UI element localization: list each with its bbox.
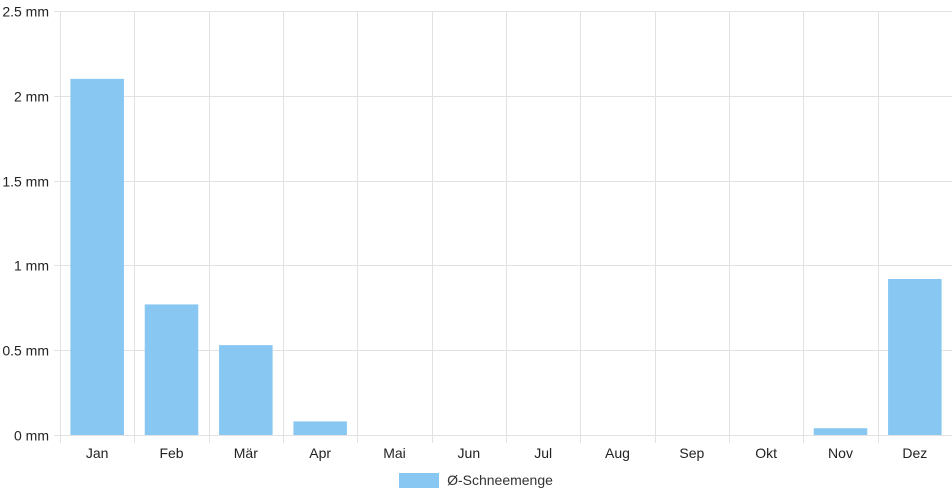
x-tick-label: Apr [309,445,331,461]
y-axis-ticks: 0 mm 0.5 mm 1 mm 1.5 mm 2 mm 2.5 mm [2,4,49,444]
y-tick-label: 2 mm [14,89,49,105]
y-tick-label: 1 mm [14,258,49,274]
x-tick-label: Okt [755,445,777,461]
legend[interactable]: Ø-Schneemenge [0,472,952,488]
x-tick-label: Aug [605,445,630,461]
y-tick-label: 0.5 mm [2,343,49,359]
grid [54,11,952,443]
bar-feb[interactable] [144,304,199,435]
bar-mär[interactable] [219,345,273,435]
x-tick-label: Sep [679,445,704,461]
bar-dez[interactable] [888,278,942,435]
x-tick-label: Jun [458,445,481,461]
y-tick-label: 2.5 mm [2,4,49,20]
x-tick-label: Dez [902,445,927,461]
x-tick-label: Mär [234,445,258,461]
x-tick-label: Jul [534,445,552,461]
x-axis-ticks: Jan Feb Mär Apr Mai Jun Jul Aug Sep Okt Nov Dez [86,445,927,461]
x-tick-label: Nov [828,445,853,461]
x-tick-label: Feb [159,445,183,461]
y-tick-label: 1.5 mm [2,174,49,190]
legend-label: Ø-Schneemenge [447,472,553,488]
bar-apr[interactable] [293,421,347,435]
bars [70,78,942,435]
legend-swatch [399,472,440,488]
y-tick-label: 0 mm [14,428,49,444]
snow-chart: 0 mm 0.5 mm 1 mm 1.5 mm 2 mm 2.5 mm Jan Feb Mär… [2,4,952,461]
x-tick-label: Jan [86,445,109,461]
bar-nov[interactable] [813,428,868,435]
bar-jan[interactable] [70,78,124,435]
x-tick-label: Mai [383,445,406,461]
